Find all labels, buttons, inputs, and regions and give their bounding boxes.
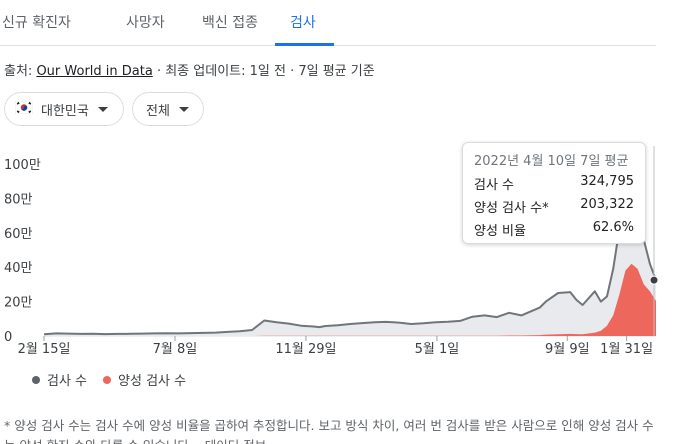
- tooltip-row-rate: 양성 비율 62.6%: [474, 220, 634, 239]
- tab-deaths[interactable]: 사망자: [126, 15, 165, 31]
- tooltip-value: 324,795: [580, 174, 634, 189]
- source-suffix: · 최종 업데이트: 1일 전 · 7일 평균 기준: [156, 64, 375, 79]
- y-tick-label: 60만: [4, 227, 33, 242]
- region-dropdown[interactable]: 대한민국: [4, 92, 124, 126]
- region-dropdown-value: 대한민국: [41, 103, 89, 119]
- legend-dot-tests: [32, 375, 40, 384]
- tooltip-label: 양성 비율: [474, 224, 526, 239]
- tooltip-row-tests: 검사 수 324,795: [474, 174, 634, 193]
- legend-label-tests: 검사 수: [47, 374, 88, 389]
- y-tick-label: 80만: [4, 192, 33, 207]
- x-tick-label: 9월 9일: [545, 342, 590, 357]
- legend-label-positive: 양성 검사 수: [118, 374, 187, 389]
- tooltip-value: 62.6%: [592, 220, 634, 235]
- tooltip-row-positive: 양성 검사 수* 203,322: [474, 197, 634, 216]
- tests-area: [44, 167, 656, 336]
- tab-vaccinations[interactable]: 백신 접종: [202, 15, 258, 31]
- tooltip-value: 203,322: [580, 197, 634, 212]
- source-prefix: 출처:: [4, 64, 33, 79]
- hover-point: [649, 275, 659, 285]
- source-line: 출처: Our World in Data · 최종 업데이트: 1일 전 · …: [4, 60, 375, 79]
- footnote: * 양성 검사 수는 검사 수에 양성 비율을 곱하여 추정합니다. 보고 방식…: [4, 418, 654, 444]
- chart-legend: 검사 수 양성 검사 수: [32, 370, 186, 389]
- x-tick-label: 7월 8일: [153, 342, 198, 357]
- tooltip-title: 2022년 4월 10일 7일 평균: [474, 154, 629, 169]
- y-tick-label: 0: [4, 330, 12, 345]
- range-dropdown-value: 전체: [146, 103, 170, 119]
- y-tick-label: 40만: [4, 261, 33, 276]
- tests-chart[interactable]: 0 20만 40만 60만 80만 100만 2월 15일 7월 8일 11월 29일 5월 1…: [0, 140, 691, 360]
- tab-new-cases[interactable]: 신규 확진자: [2, 15, 71, 31]
- tab-tests[interactable]: 검사: [290, 15, 316, 31]
- tests-line: [43, 166, 657, 336]
- chevron-down-icon: [178, 106, 189, 112]
- y-tick-label: 100만: [4, 158, 41, 173]
- x-tick-label: 1월 31일: [600, 342, 653, 357]
- x-tick-label: 2월 15일: [18, 342, 71, 357]
- korea-flag-icon: [14, 100, 34, 118]
- legend-dot-positive: [103, 375, 112, 384]
- tooltip-label: 검사 수: [474, 178, 515, 193]
- active-tab-indicator: [275, 43, 334, 46]
- chevron-down-icon: [97, 106, 108, 112]
- range-dropdown[interactable]: 전체: [132, 92, 204, 126]
- source-link[interactable]: Our World in Data: [36, 64, 153, 79]
- chart-tooltip: 2022년 4월 10일 7일 평균 검사 수 324,795 양성 검사 수*…: [462, 142, 646, 244]
- tooltip-label: 양성 검사 수*: [474, 201, 549, 216]
- x-tick-label: 5월 1일: [415, 342, 460, 357]
- y-tick-label: 20만: [4, 296, 33, 311]
- x-tick-label: 11월 29일: [275, 342, 336, 357]
- tab-bar: 신규 확진자 사망자 백신 접종 검사: [0, 0, 656, 46]
